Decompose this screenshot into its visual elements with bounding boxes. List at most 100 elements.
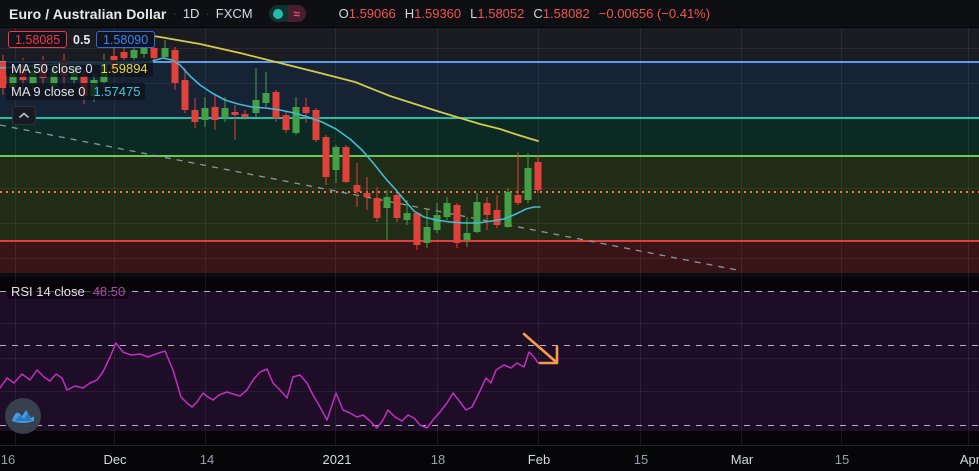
grid-hline: [0, 358, 979, 359]
ohlc-open-value: 1.59066: [348, 6, 396, 21]
separator-dot: ·: [205, 6, 210, 21]
rsi-legend[interactable]: RSI 14 close 48.50: [7, 283, 130, 299]
rsi-legend-title: RSI 14 close: [11, 283, 85, 299]
ohlc-high-value: 1.59360: [414, 6, 462, 21]
grid-vline: [437, 28, 438, 445]
rsi-band-line: [0, 345, 979, 346]
axis-label-mar: Mar: [730, 452, 754, 467]
grid-vline: [841, 28, 842, 445]
rsi-legend-value: 48.50: [92, 283, 126, 299]
ohlc-readout: O 1.59066 H 1.59360 L 1.58052 C 1.58082 −0.0…: [330, 6, 710, 21]
candle: [483, 197, 491, 230]
candle: [504, 188, 512, 228]
candle: [433, 203, 441, 233]
price-line-label-blue[interactable]: 1.58090: [96, 31, 156, 48]
mountain-chart-icon: [12, 410, 34, 423]
level-blue[interactable]: [0, 61, 979, 63]
rsi-above-band: [0, 277, 979, 291]
ma50-legend[interactable]: MA 50 close 0 1.59894: [6, 60, 153, 77]
grid-hline: [0, 323, 979, 324]
candle: [413, 212, 421, 250]
candle: [272, 90, 280, 122]
fib-level-label: 0.5: [73, 33, 91, 47]
candle: [302, 98, 310, 123]
price-line-label-red[interactable]: 1.58085: [8, 31, 68, 48]
grid-hline: [0, 83, 979, 84]
level-red[interactable]: [0, 240, 979, 242]
rsi-below-band: [0, 431, 979, 445]
candle: [292, 97, 300, 135]
market-status-toggle[interactable]: ≈: [268, 5, 306, 22]
candle: [161, 40, 169, 58]
axis-label-16: 16: [0, 452, 16, 467]
candle: [332, 145, 340, 183]
level-dotted-red[interactable]: [0, 191, 979, 193]
grid-vline: [640, 28, 641, 445]
ohlc-low-label: L: [470, 6, 478, 21]
ohlc-low-value: 1.58052: [477, 6, 525, 21]
candle: [373, 187, 381, 222]
ma50-legend-value: 1.59894: [100, 61, 148, 76]
rsi-line: [0, 342, 539, 429]
candle: [181, 68, 189, 113]
candle: [393, 193, 401, 222]
ohlc-close-value: 1.58082: [542, 6, 590, 21]
ma9-legend-title: MA 9 close 0: [11, 84, 86, 99]
candle: [262, 72, 270, 107]
candle: [342, 145, 350, 183]
candle: [514, 152, 522, 205]
market-open-dot-icon[interactable]: [268, 5, 288, 22]
candle: [201, 97, 209, 127]
ohlc-close-label: C: [533, 6, 543, 21]
zone-teal: [0, 118, 979, 156]
grid-hline: [0, 188, 979, 189]
axis-label-15: 15: [834, 452, 850, 467]
tradingview-logo[interactable]: [5, 398, 41, 434]
candle: [312, 108, 320, 142]
ma9-legend[interactable]: MA 9 close 0 1.57475: [6, 83, 146, 100]
axis-label-18: 18: [430, 452, 446, 467]
rsi-band-line: [0, 291, 979, 292]
ohlc-high-label: H: [404, 6, 415, 21]
candle: [231, 105, 239, 140]
candle: [534, 155, 542, 193]
drawn-arrow-head[interactable]: [538, 345, 559, 365]
drawn-arrow[interactable]: [522, 332, 557, 363]
change-readout: −0.00656 (−0.41%): [598, 6, 711, 21]
axis-label-15: 15: [633, 452, 649, 467]
drawn-trendline[interactable]: [0, 124, 743, 272]
axis-label-14: 14: [199, 452, 215, 467]
grid-hline: [0, 223, 979, 224]
grid-vline: [205, 28, 206, 445]
grid-vline: [538, 28, 539, 445]
level-teal[interactable]: [0, 117, 979, 119]
time-axis[interactable]: 16 Dec 14 2021 18 Feb 15 Mar 15 Apr: [0, 445, 979, 471]
symbol-name[interactable]: Euro / Australian Dollar: [9, 5, 167, 22]
candle: [221, 97, 229, 122]
grid-hline: [0, 48, 979, 49]
pane-gap: [0, 273, 979, 277]
grid-hline: [0, 258, 979, 259]
separator-dot: ·: [172, 6, 177, 21]
candle: [191, 98, 199, 128]
candle: [322, 135, 330, 185]
price-line-label-red-value: 1.58085: [15, 32, 61, 47]
timeframe-button[interactable]: 1D: [182, 6, 200, 21]
candle: [463, 217, 471, 247]
grid-vline: [114, 28, 115, 445]
rsi-band-line: [0, 425, 979, 426]
candle: [363, 177, 371, 210]
extended-hours-icon[interactable]: ≈: [287, 5, 306, 22]
axis-label-dec: Dec: [103, 452, 127, 467]
exchange-name: FXCM: [215, 6, 253, 21]
level-green[interactable]: [0, 155, 979, 157]
collapse-legend-button[interactable]: [12, 106, 36, 125]
candle: [282, 112, 290, 133]
zone-olive: [0, 156, 979, 241]
price-line-label-blue-value: 1.58090: [103, 32, 149, 47]
axis-label-apr: Apr: [959, 452, 979, 467]
candle: [353, 163, 361, 207]
